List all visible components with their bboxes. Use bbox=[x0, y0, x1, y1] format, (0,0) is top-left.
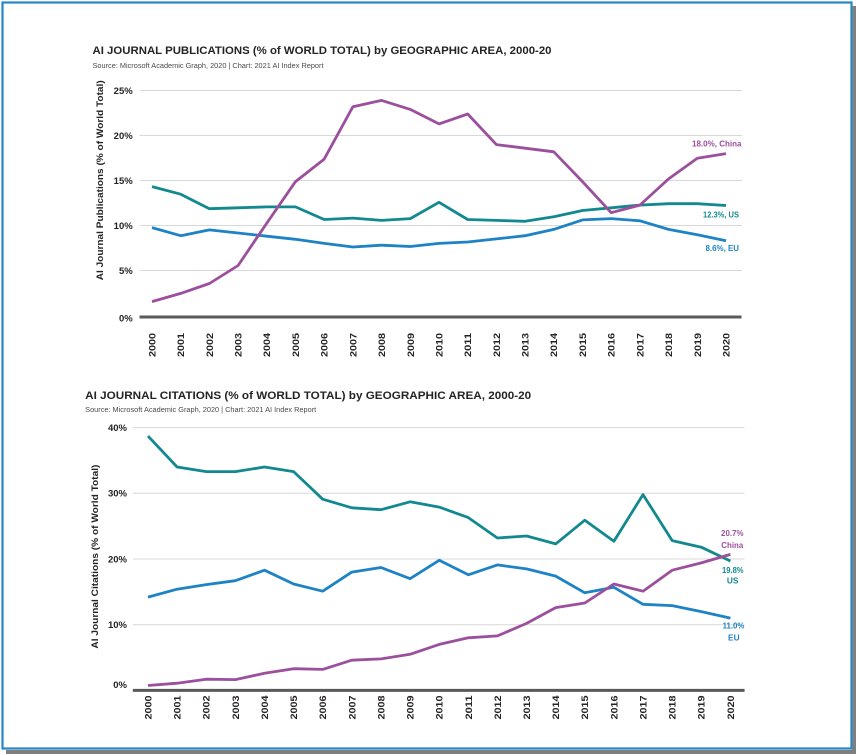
svg-text:25%: 25% bbox=[114, 86, 134, 97]
svg-text:5%: 5% bbox=[119, 266, 133, 277]
svg-text:2013: 2013 bbox=[522, 696, 533, 720]
svg-text:2019: 2019 bbox=[697, 696, 708, 720]
svg-text:10%: 10% bbox=[114, 221, 134, 232]
svg-text:2007: 2007 bbox=[347, 696, 358, 720]
svg-text:20.7%: 20.7% bbox=[721, 528, 744, 538]
svg-text:2003: 2003 bbox=[234, 333, 245, 357]
svg-text:2018: 2018 bbox=[664, 333, 675, 357]
svg-text:2000: 2000 bbox=[147, 333, 158, 357]
svg-text:40%: 40% bbox=[108, 423, 128, 434]
svg-text:2006: 2006 bbox=[318, 696, 329, 720]
svg-text:US: US bbox=[727, 576, 739, 586]
svg-text:12.3%, US: 12.3%, US bbox=[703, 211, 740, 220]
svg-text:0%: 0% bbox=[119, 313, 133, 324]
svg-text:2003: 2003 bbox=[231, 696, 242, 720]
svg-text:20%: 20% bbox=[114, 131, 134, 142]
svg-text:2005: 2005 bbox=[289, 695, 300, 720]
svg-text:Source: Microsoft Academic Gra: Source: Microsoft Academic Graph, 2020 |… bbox=[85, 407, 316, 414]
svg-text:China: China bbox=[721, 540, 743, 550]
svg-text:2004: 2004 bbox=[260, 695, 271, 720]
svg-text:11.0%: 11.0% bbox=[723, 621, 745, 631]
svg-text:18.0%, China: 18.0%, China bbox=[692, 140, 742, 149]
svg-text:AI Journal Citations (% of Wor: AI Journal Citations (% of World Total) bbox=[90, 465, 101, 649]
svg-text:2007: 2007 bbox=[348, 333, 359, 357]
svg-text:2009: 2009 bbox=[406, 333, 417, 357]
svg-text:2018: 2018 bbox=[668, 696, 679, 720]
svg-text:2002: 2002 bbox=[202, 696, 213, 720]
svg-text:2016: 2016 bbox=[607, 333, 618, 357]
svg-text:2014: 2014 bbox=[549, 332, 560, 357]
svg-text:2002: 2002 bbox=[205, 333, 216, 357]
svg-text:2017: 2017 bbox=[639, 696, 650, 720]
svg-text:2017: 2017 bbox=[635, 333, 646, 357]
svg-text:8.6%, EU: 8.6%, EU bbox=[706, 244, 740, 253]
svg-text:2011: 2011 bbox=[463, 332, 474, 357]
svg-text:2019: 2019 bbox=[693, 333, 704, 357]
svg-text:AI Journal Publications (% of: AI Journal Publications (% of World Tota… bbox=[95, 80, 106, 280]
svg-text:2001: 2001 bbox=[176, 332, 187, 357]
svg-text:2016: 2016 bbox=[609, 696, 620, 720]
svg-text:2006: 2006 bbox=[320, 333, 331, 357]
svg-text:2020: 2020 bbox=[722, 333, 733, 357]
svg-text:2015: 2015 bbox=[580, 695, 591, 720]
svg-text:2020: 2020 bbox=[726, 696, 737, 720]
svg-text:2011: 2011 bbox=[464, 695, 475, 720]
svg-text:Source: Microsoft Academic Gra: Source: Microsoft Academic Graph, 2020 |… bbox=[93, 63, 324, 70]
svg-text:15%: 15% bbox=[114, 176, 134, 187]
svg-text:0%: 0% bbox=[113, 680, 127, 691]
svg-text:19.8%: 19.8% bbox=[722, 565, 744, 575]
svg-text:2005: 2005 bbox=[291, 332, 302, 357]
svg-text:20%: 20% bbox=[108, 554, 128, 565]
svg-text:EU: EU bbox=[728, 633, 740, 643]
svg-text:2004: 2004 bbox=[262, 332, 273, 357]
svg-text:AI JOURNAL CITATIONS (% of WOR: AI JOURNAL CITATIONS (% of WORLD TOTAL) … bbox=[85, 390, 531, 402]
svg-text:2010: 2010 bbox=[435, 696, 446, 720]
svg-text:2001: 2001 bbox=[173, 695, 184, 720]
svg-text:2008: 2008 bbox=[376, 696, 387, 720]
svg-text:2000: 2000 bbox=[143, 696, 154, 720]
svg-text:2010: 2010 bbox=[434, 333, 445, 357]
svg-text:2014: 2014 bbox=[551, 695, 562, 720]
svg-text:AI JOURNAL PUBLICATIONS (% of: AI JOURNAL PUBLICATIONS (% of WORLD TOTA… bbox=[93, 45, 552, 57]
svg-text:2009: 2009 bbox=[406, 696, 417, 720]
svg-text:2015: 2015 bbox=[578, 332, 589, 357]
svg-text:10%: 10% bbox=[108, 620, 128, 631]
svg-text:2012: 2012 bbox=[493, 696, 504, 720]
svg-text:2008: 2008 bbox=[377, 333, 388, 357]
svg-text:2012: 2012 bbox=[492, 333, 503, 357]
svg-text:2013: 2013 bbox=[521, 333, 532, 357]
svg-text:30%: 30% bbox=[108, 489, 128, 500]
